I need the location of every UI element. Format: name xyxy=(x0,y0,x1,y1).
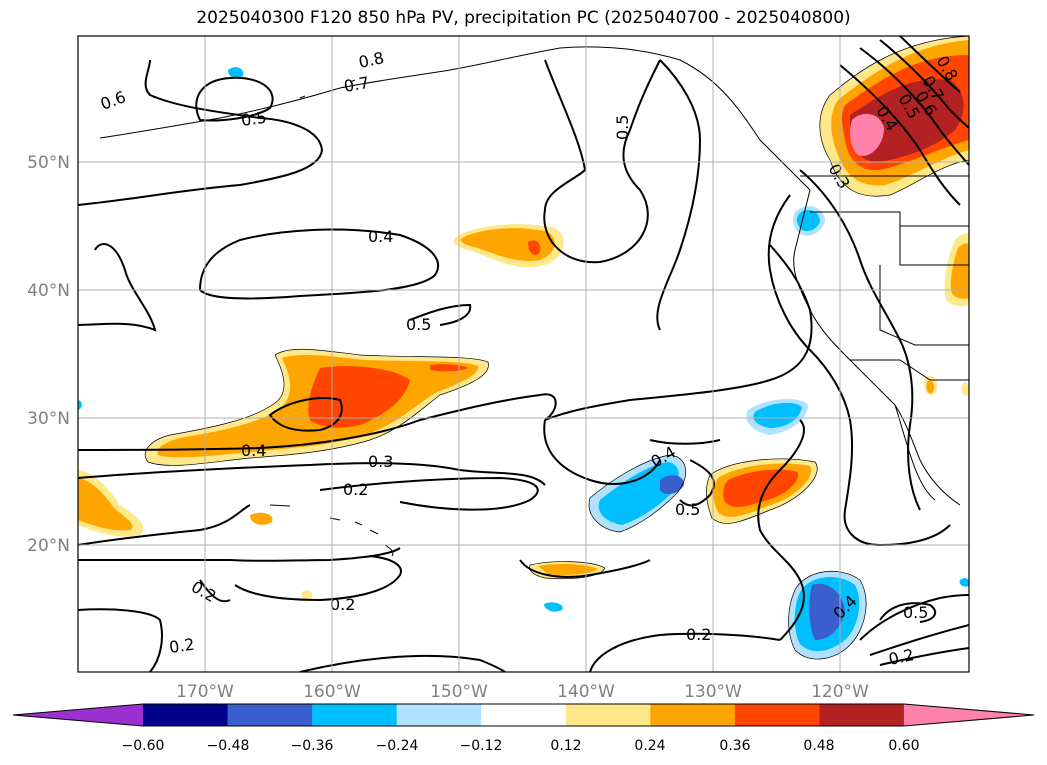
coastlines xyxy=(99,46,969,506)
colorbar xyxy=(12,703,1035,727)
contour-label: 0.8 xyxy=(357,48,386,72)
precip-outlines xyxy=(144,36,969,660)
colorbar-tick: −0.36 xyxy=(291,738,334,754)
colorbar-segment xyxy=(396,704,482,726)
colorbar-tick: 0.48 xyxy=(803,738,834,754)
map-frame xyxy=(77,35,970,673)
contour-label: 0.7 xyxy=(342,73,370,96)
lon-label: 150°W xyxy=(430,682,488,702)
lat-label: 30°N xyxy=(27,409,70,429)
contour-label: 0.2 xyxy=(330,595,355,614)
lon-label: 130°W xyxy=(684,682,742,702)
colorbar-tick: 0.36 xyxy=(719,738,750,754)
colorbar-tick: −0.60 xyxy=(122,738,165,754)
colorbar-outline xyxy=(12,703,1035,727)
precip-shading xyxy=(78,36,969,660)
colorbar-segment xyxy=(565,704,651,726)
lat-label: 20°N xyxy=(27,536,70,556)
colorbar-tick: 0.12 xyxy=(550,738,581,754)
contour-label: 0.2 xyxy=(168,635,196,657)
colorbar-extend-min xyxy=(13,704,143,726)
contour-label: 0.4 xyxy=(368,227,393,246)
colorbar-tick: −0.24 xyxy=(376,738,419,754)
colorbar-tick: −0.12 xyxy=(460,738,503,754)
colorbar-segment xyxy=(227,704,313,726)
latitude-labels: 50°N 40°N 30°N 20°N xyxy=(27,153,70,556)
map-title: 2025040300 F120 850 hPa PV, precipitatio… xyxy=(196,8,851,28)
colorbar-segment xyxy=(312,704,398,726)
colorbar-tick: 0.60 xyxy=(888,738,919,754)
contour-label: 0.2 xyxy=(343,480,368,499)
contour-label: 0.5 xyxy=(903,603,928,622)
lat-label: 50°N xyxy=(27,153,70,173)
colorbar-segment xyxy=(143,704,229,726)
map-area xyxy=(78,36,969,672)
contour-label: 0.2 xyxy=(887,645,916,669)
lon-label: 160°W xyxy=(303,682,361,702)
contour-label: 0.5 xyxy=(613,115,632,140)
gridlines xyxy=(78,36,969,672)
colorbar-ticks: −0.60 −0.48 −0.36 −0.24 −0.12 0.12 0.24 … xyxy=(122,738,920,754)
lon-label: 140°W xyxy=(557,682,615,702)
colorbar-segment xyxy=(819,704,905,726)
contour-label: 0.5 xyxy=(675,500,700,519)
colorbar-extend-max xyxy=(903,704,1034,726)
lat-label: 40°N xyxy=(27,281,70,301)
colorbar-tick: 0.24 xyxy=(634,738,665,754)
lon-label: 120°W xyxy=(811,682,869,702)
contour-label: 0.3 xyxy=(368,452,393,471)
colorbar-segment xyxy=(650,704,736,726)
contour-label: 0.5 xyxy=(406,315,431,334)
longitude-labels: 170°W 160°W 150°W 140°W 130°W 120°W xyxy=(176,682,869,702)
colorbar-tick: −0.48 xyxy=(207,738,250,754)
colorbar-segment xyxy=(734,704,820,726)
hawaii-islands xyxy=(269,504,394,557)
contour-label: 0.4 xyxy=(241,441,266,460)
contour-label: 0.2 xyxy=(686,625,711,644)
lon-label: 170°W xyxy=(176,682,234,702)
colorbar-segment xyxy=(481,704,567,726)
contour-label: 0.5 xyxy=(240,108,268,130)
